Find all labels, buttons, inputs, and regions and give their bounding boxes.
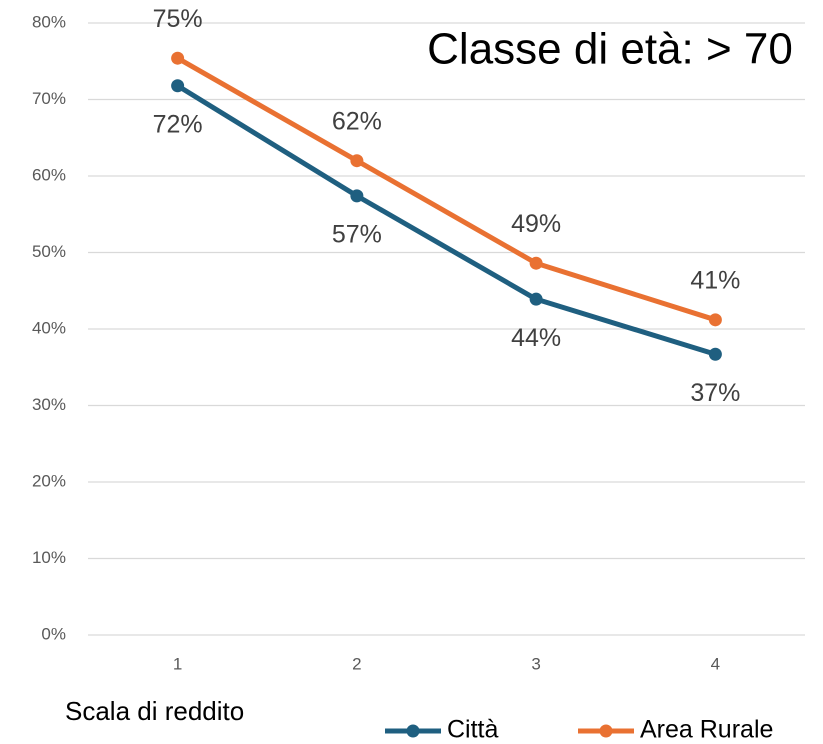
series-line [176,56,717,323]
data-label: 44% [511,324,561,352]
data-label: 41% [690,266,740,294]
point [708,313,722,327]
point [529,292,543,306]
y-tick-label: 40% [32,318,66,337]
y-tick-label: 0% [41,624,66,643]
legend-label: Area Rurale [640,716,773,744]
data-label: 62% [332,107,382,135]
y-tick-label: 20% [32,471,66,490]
legend-label: Città [447,716,499,744]
y-tick-label: 70% [32,89,66,108]
x-tick-label: 4 [711,654,720,673]
x-tick-label: 2 [352,654,361,673]
point [708,347,722,361]
data-label: 75% [153,5,203,33]
data-label: 72% [153,110,203,138]
point [350,189,364,203]
legend-marker [406,724,420,738]
series-line [176,83,717,357]
data-label: 57% [332,220,382,248]
point [529,256,543,270]
y-tick-label: 80% [32,12,66,31]
data-label: 49% [511,210,561,238]
data-label: 37% [690,379,740,407]
y-tick-label: 10% [32,548,66,567]
y-tick-label: 60% [32,165,66,184]
y-tick-label: 50% [32,242,66,261]
legend-marker [599,724,613,738]
y-tick-label: 30% [32,395,66,414]
point [171,51,185,65]
x-tick-label: 1 [173,654,182,673]
chart-title: Classe di età: > 70 [427,25,793,74]
x-axis-title: Scala di reddito [65,696,244,726]
point [350,154,364,168]
x-tick-label: 3 [531,654,540,673]
point [171,79,185,93]
